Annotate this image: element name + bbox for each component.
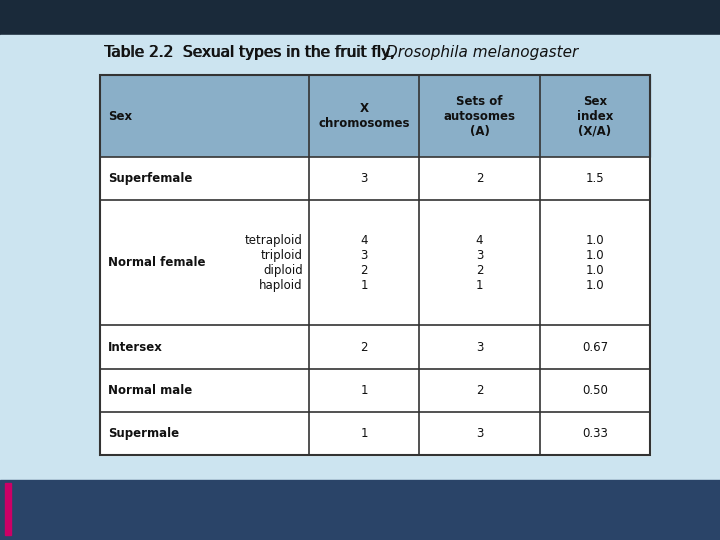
Bar <box>100 75 650 455</box>
Text: X
chromosomes: X chromosomes <box>318 102 410 130</box>
Text: Supermale: Supermale <box>108 427 179 440</box>
Text: Table 2.2  Sexual types in the fruit fly, Drosophila melanogaster: Table 2.2 Sexual types in the fruit fly,… <box>104 44 592 59</box>
Text: Sets of
autosomes
(A): Sets of autosomes (A) <box>444 94 516 138</box>
Text: Normal female: Normal female <box>108 256 205 269</box>
Text: 0.33: 0.33 <box>582 427 608 440</box>
Text: tetraploid
triploid
diploid
haploid: tetraploid triploid diploid haploid <box>245 234 303 292</box>
Text: 1: 1 <box>360 384 368 397</box>
Text: Intersex: Intersex <box>108 341 163 354</box>
Text: 3: 3 <box>476 427 483 440</box>
Text: Table 2.2  Sexual types in the fruit fly,: Table 2.2 Sexual types in the fruit fly, <box>105 44 400 59</box>
Text: Sex
index
(X/A): Sex index (X/A) <box>577 94 613 138</box>
Bar <box>5 483 11 535</box>
Text: 0.50: 0.50 <box>582 384 608 397</box>
Bar <box>100 200 650 326</box>
Text: 4
3
2
1: 4 3 2 1 <box>476 234 483 292</box>
Bar <box>100 75 650 157</box>
Text: 3: 3 <box>360 172 368 185</box>
Text: 1: 1 <box>360 427 368 440</box>
Bar <box>0 35 720 480</box>
Text: Drosophila melanogaster: Drosophila melanogaster <box>386 44 578 59</box>
Bar <box>100 326 650 369</box>
Text: Normal male: Normal male <box>108 384 192 397</box>
Text: 2: 2 <box>476 172 483 185</box>
Bar <box>100 157 650 200</box>
Text: Table 2.2  Sexual types in the fruit fly,: Table 2.2 Sexual types in the fruit fly, <box>104 44 400 59</box>
Text: 2: 2 <box>476 384 483 397</box>
Text: 0.67: 0.67 <box>582 341 608 354</box>
Text: Sex: Sex <box>108 110 132 123</box>
Text: 4
3
2
1: 4 3 2 1 <box>360 234 368 292</box>
Bar <box>100 369 650 412</box>
Bar <box>0 480 720 540</box>
Text: 3: 3 <box>476 341 483 354</box>
Text: 1.0
1.0
1.0
1.0: 1.0 1.0 1.0 1.0 <box>585 234 604 292</box>
Text: 1.5: 1.5 <box>585 172 604 185</box>
Bar <box>0 0 720 35</box>
Bar <box>100 412 650 455</box>
Text: 2: 2 <box>360 341 368 354</box>
Text: Superfemale: Superfemale <box>108 172 192 185</box>
